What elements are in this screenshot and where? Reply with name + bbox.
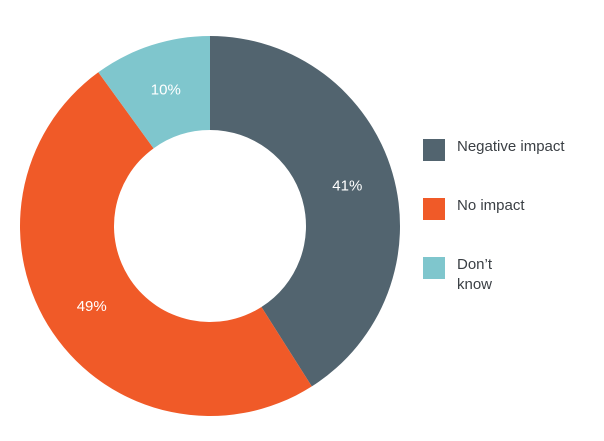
value-label-no-impact: 49% xyxy=(77,298,107,315)
legend-item-negative-impact: Negative impact xyxy=(423,137,587,161)
legend-label-dont-know: Don’t know xyxy=(457,255,587,295)
legend-label-negative-impact: Negative impact xyxy=(457,138,565,155)
legend-swatch-dont-know xyxy=(423,257,445,279)
legend-label-dont-know-line-1: Don’t xyxy=(457,256,493,273)
legend-item-dont-know: Don’t know xyxy=(423,255,587,295)
legend-label-no-impact: No impact xyxy=(457,197,525,214)
legend-item-no-impact: No impact xyxy=(423,196,587,220)
legend-swatch-no-impact xyxy=(423,198,445,220)
donut-slices xyxy=(19,36,401,417)
value-label-negative-impact: 41% xyxy=(332,178,362,195)
donut-value-labels: 41% 49% 10% xyxy=(77,81,363,314)
value-label-dont-know: 10% xyxy=(151,81,181,98)
legend-label-dont-know-line-2: know xyxy=(457,276,493,293)
slice-dont-know xyxy=(98,36,210,149)
slice-no-impact xyxy=(19,72,312,417)
slice-negative-impact xyxy=(210,36,401,387)
legend-swatch-negative-impact xyxy=(423,139,445,161)
